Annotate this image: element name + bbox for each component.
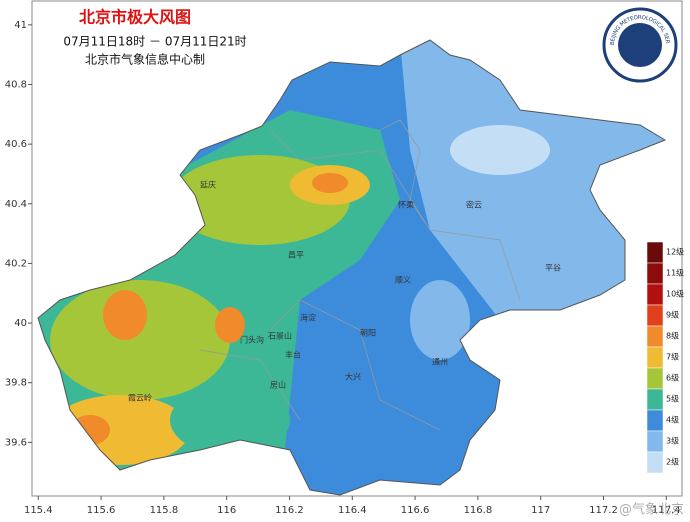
watermark: @气象北京 (619, 502, 684, 518)
district-label: 大兴 (345, 372, 361, 382)
legend-swatch (646, 409, 664, 432)
producer: 北京市气象信息中心制 (85, 52, 205, 67)
x-tick-label: 115.4 (24, 505, 53, 516)
legend-label: 2级 (666, 457, 679, 467)
field-area (50, 280, 230, 400)
field-area (103, 290, 147, 340)
y-tick-label: 40.2 (5, 258, 27, 269)
legend-label: 4级 (666, 415, 679, 425)
district-label: 平谷 (545, 264, 561, 273)
district-label: 密云 (466, 200, 482, 210)
x-tick-label: 116.8 (464, 505, 493, 516)
y-tick-label: 39.6 (5, 437, 27, 448)
district-label: 通州 (432, 357, 448, 367)
x-tick-label: 116.6 (401, 505, 430, 516)
x-tick-label: 117.4 (652, 505, 681, 516)
district-label: 昌平 (288, 251, 304, 260)
district-border (199, 119, 521, 431)
x-tick-label: 117 (531, 505, 550, 516)
district-label: 海淀 (300, 313, 316, 323)
legend-swatch (646, 304, 664, 327)
field-area (312, 173, 348, 193)
legend-swatch (646, 451, 664, 474)
x-tick-label: 116.2 (275, 505, 304, 516)
legend-swatch (646, 241, 664, 264)
district-label: 延庆 (200, 180, 216, 190)
legend-label: 5级 (666, 394, 679, 404)
y-tick-label: 40 (14, 318, 27, 329)
legend-label: 3级 (666, 436, 679, 446)
legend-swatch (646, 325, 664, 348)
field-area (410, 280, 470, 360)
y-tick-label: 40.4 (5, 199, 27, 210)
district-label: 房山 (270, 380, 286, 390)
legend-label: 9级 (666, 310, 679, 320)
y-tick-label: 40.8 (5, 79, 27, 90)
x-tick-label: 115.6 (87, 505, 116, 516)
legend-label: 8级 (666, 331, 679, 341)
district-label: 石景山 (268, 331, 292, 341)
x-tick-label: 116 (217, 505, 236, 516)
legend-label: 12级 (666, 247, 684, 257)
y-tick-label: 39.8 (5, 378, 27, 389)
legend-label: 10级 (666, 289, 684, 299)
legend-label: 7级 (666, 352, 679, 362)
district-label: 丰台 (285, 350, 301, 360)
y-tick-label: 40.6 (5, 139, 27, 150)
legend-swatch (646, 283, 664, 306)
legend-swatch (646, 430, 664, 453)
title: 北京市极大风图 (79, 8, 191, 27)
legend-label: 11级 (666, 268, 684, 278)
district-label: 怀柔 (398, 200, 414, 210)
x-tick-label: 116.4 (338, 505, 367, 516)
field-area (215, 307, 245, 343)
district-label: 朝阳 (360, 329, 376, 338)
x-tick-label: 115.8 (150, 505, 179, 516)
y-tick-label: 41 (14, 20, 27, 31)
district-label: 霞云岭 (128, 393, 152, 403)
legend-swatch (646, 262, 664, 285)
legend-swatch (646, 346, 664, 369)
legend-swatch (646, 367, 664, 390)
logo-core (618, 23, 662, 67)
legend-swatch (646, 388, 664, 411)
legend-label: 6级 (666, 373, 679, 383)
time-range: 07月11日18时 － 07月11日21时 (63, 35, 246, 49)
x-tick-label: 117.2 (589, 505, 618, 516)
district-label: 门头沟 (240, 335, 264, 345)
field-area (450, 125, 550, 175)
field-area (170, 385, 290, 455)
district-label: 顺义 (395, 276, 411, 285)
